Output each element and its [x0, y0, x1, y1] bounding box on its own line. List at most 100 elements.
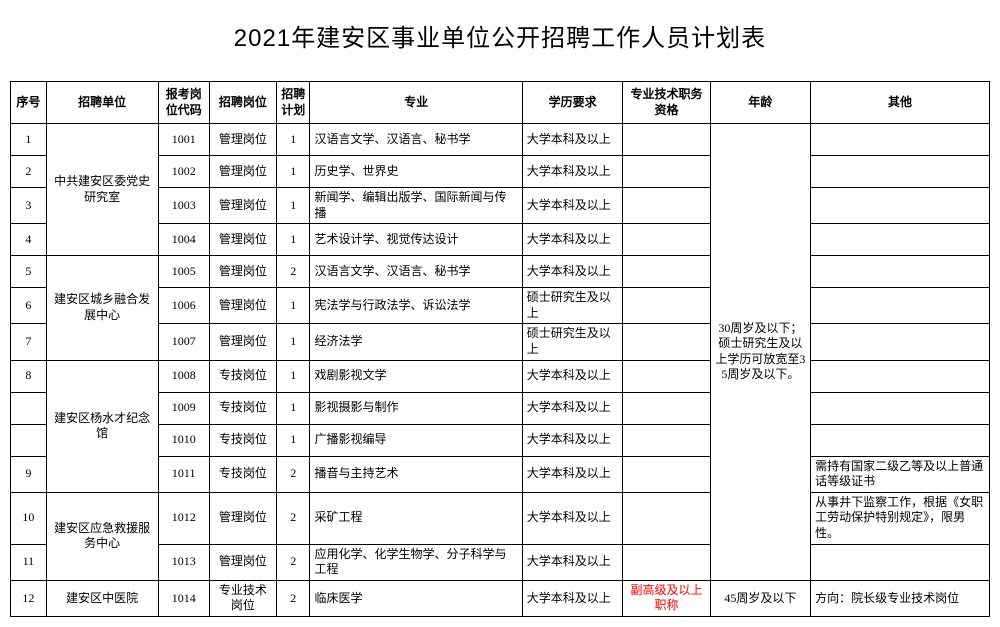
table-row: 41004管理岗位1艺术设计学、视觉传达设计大学本科及以上	[11, 224, 990, 256]
cell-age: 30周岁及以下；硕士研究生及以上学历可放宽至35周岁及以下。	[710, 124, 811, 581]
cell-qual	[623, 124, 710, 156]
cell-code: 1009	[158, 392, 209, 424]
cell-idx: 10	[11, 492, 47, 544]
cell-idx: 6	[11, 288, 47, 324]
cell-qual	[623, 188, 710, 224]
table-row: 1009专技岗位1影视摄影与制作大学本科及以上	[11, 392, 990, 424]
cell-qual	[623, 544, 710, 580]
table-row: 91011专技岗位2播音与主持艺术大学本科及以上需持有国家二级乙等及以上普通话等…	[11, 456, 990, 492]
cell-other: 方向：院长级专业技术岗位	[811, 580, 990, 616]
cell-major: 影视摄影与制作	[310, 392, 522, 424]
cell-unit: 建安区杨水才纪念馆	[46, 360, 158, 492]
cell-post: 专技岗位	[209, 392, 276, 424]
cell-qual	[623, 324, 710, 360]
cell-idx: 1	[11, 124, 47, 156]
cell-edu: 大学本科及以上	[522, 424, 623, 456]
cell-post: 专业技术岗位	[209, 580, 276, 616]
recruitment-table: 序号 招聘单位 报考岗位代码 招聘岗位 招聘计划 专业 学历要求 专业技术职务资…	[10, 81, 990, 617]
cell-code: 1003	[158, 188, 209, 224]
cell-qual	[623, 288, 710, 324]
col-edu: 学历要求	[522, 82, 623, 124]
cell-idx: 5	[11, 256, 47, 288]
cell-code: 1004	[158, 224, 209, 256]
cell-code: 1006	[158, 288, 209, 324]
cell-post: 专技岗位	[209, 424, 276, 456]
cell-unit: 中共建安区委党史研究室	[46, 124, 158, 256]
cell-post: 管理岗位	[209, 544, 276, 580]
cell-other	[811, 424, 990, 456]
cell-idx: 12	[11, 580, 47, 616]
cell-edu: 大学本科及以上	[522, 456, 623, 492]
cell-edu: 大学本科及以上	[522, 256, 623, 288]
cell-plan: 1	[276, 288, 310, 324]
col-qual: 专业技术职务资格	[623, 82, 710, 124]
cell-other	[811, 188, 990, 224]
cell-edu: 大学本科及以上	[522, 224, 623, 256]
page-title: 2021年建安区事业单位公开招聘工作人员计划表	[10, 10, 990, 81]
cell-major: 经济法学	[310, 324, 522, 360]
cell-code: 1010	[158, 424, 209, 456]
cell-post: 管理岗位	[209, 156, 276, 188]
cell-other	[811, 124, 990, 156]
cell-idx	[11, 392, 47, 424]
cell-major: 汉语言文学、汉语言、秘书学	[310, 124, 522, 156]
cell-major: 历史学、世界史	[310, 156, 522, 188]
cell-other: 需持有国家二级乙等及以上普通话等级证书	[811, 456, 990, 492]
cell-major: 采矿工程	[310, 492, 522, 544]
cell-idx: 2	[11, 156, 47, 188]
cell-post: 管理岗位	[209, 288, 276, 324]
cell-major: 汉语言文学、汉语言、秘书学	[310, 256, 522, 288]
cell-code: 1005	[158, 256, 209, 288]
cell-other	[811, 360, 990, 392]
cell-other	[811, 224, 990, 256]
cell-other: 从事井下监察工作，根据《女职工劳动保护特别规定》，限男性。	[811, 492, 990, 544]
cell-major: 宪法学与行政法学、诉讼法学	[310, 288, 522, 324]
cell-idx: 3	[11, 188, 47, 224]
cell-qual	[623, 156, 710, 188]
table-row: 1010专技岗位1广播影视编导大学本科及以上	[11, 424, 990, 456]
col-other: 其他	[811, 82, 990, 124]
cell-post: 专技岗位	[209, 360, 276, 392]
cell-qual	[623, 424, 710, 456]
cell-idx: 4	[11, 224, 47, 256]
cell-other	[811, 392, 990, 424]
table-row: 5建安区城乡融合发展中心1005管理岗位2汉语言文学、汉语言、秘书学大学本科及以…	[11, 256, 990, 288]
cell-plan: 2	[276, 456, 310, 492]
cell-plan: 2	[276, 256, 310, 288]
cell-plan: 1	[276, 424, 310, 456]
cell-code: 1012	[158, 492, 209, 544]
cell-qual	[623, 456, 710, 492]
cell-plan: 1	[276, 188, 310, 224]
cell-code: 1001	[158, 124, 209, 156]
table-row: 61006管理岗位1宪法学与行政法学、诉讼法学硕士研究生及以上	[11, 288, 990, 324]
cell-idx: 7	[11, 324, 47, 360]
cell-qual	[623, 392, 710, 424]
cell-edu: 硕士研究生及以上	[522, 324, 623, 360]
col-idx: 序号	[11, 82, 47, 124]
cell-major: 艺术设计学、视觉传达设计	[310, 224, 522, 256]
cell-other	[811, 156, 990, 188]
cell-code: 1013	[158, 544, 209, 580]
table-row: 12建安区中医院1014专业技术岗位2临床医学大学本科及以上副高级及以上职称45…	[11, 580, 990, 616]
cell-unit: 建安区应急救援服务中心	[46, 492, 158, 580]
cell-major: 临床医学	[310, 580, 522, 616]
cell-post: 管理岗位	[209, 124, 276, 156]
cell-edu: 大学本科及以上	[522, 392, 623, 424]
header-row: 序号 招聘单位 报考岗位代码 招聘岗位 招聘计划 专业 学历要求 专业技术职务资…	[11, 82, 990, 124]
cell-qual: 副高级及以上职称	[623, 580, 710, 616]
cell-unit: 建安区城乡融合发展中心	[46, 256, 158, 360]
cell-plan: 1	[276, 392, 310, 424]
cell-plan: 1	[276, 360, 310, 392]
cell-post: 管理岗位	[209, 492, 276, 544]
table-row: 31003管理岗位1新闻学、编辑出版学、国际新闻与传播大学本科及以上	[11, 188, 990, 224]
cell-qual	[623, 224, 710, 256]
cell-plan: 1	[276, 124, 310, 156]
table-row: 21002管理岗位1历史学、世界史大学本科及以上	[11, 156, 990, 188]
cell-post: 专技岗位	[209, 456, 276, 492]
col-plan: 招聘计划	[276, 82, 310, 124]
table-row: 1中共建安区委党史研究室1001管理岗位1汉语言文学、汉语言、秘书学大学本科及以…	[11, 124, 990, 156]
cell-code: 1011	[158, 456, 209, 492]
col-age: 年龄	[710, 82, 811, 124]
cell-edu: 大学本科及以上	[522, 544, 623, 580]
cell-other	[811, 544, 990, 580]
